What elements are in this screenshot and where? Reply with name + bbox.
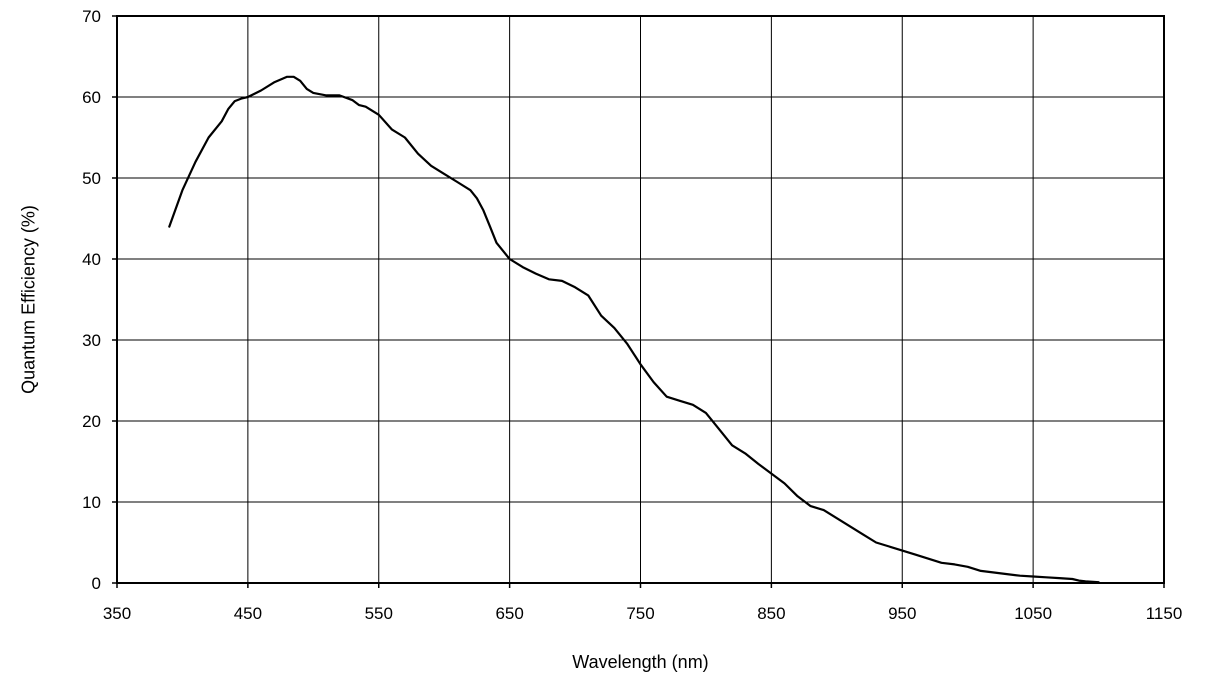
series-layer — [168, 75, 1100, 584]
y-tick-label: 70 — [82, 7, 101, 26]
y-tick-label: 60 — [82, 88, 101, 107]
x-tick-label: 1050 — [1014, 604, 1052, 623]
x-tick-label: 450 — [234, 604, 262, 623]
x-axis-ticks: 350 450 550 650 750 850 950 1050 1150 — [103, 583, 1182, 623]
y-tick-label: 40 — [82, 250, 101, 269]
y-tick-label: 10 — [82, 493, 101, 512]
series-line-0 — [168, 75, 1100, 584]
x-tick-label: 950 — [888, 604, 916, 623]
y-tick-label: 50 — [82, 169, 101, 188]
y-axis-ticks: 0 10 20 30 40 50 60 70 — [82, 7, 117, 593]
x-tick-label: 850 — [757, 604, 785, 623]
x-tick-label: 550 — [365, 604, 393, 623]
x-tick-label: 750 — [626, 604, 654, 623]
y-tick-label: 30 — [82, 331, 101, 350]
x-axis-title: Wavelength (nm) — [572, 652, 708, 672]
x-tick-label: 1150 — [1146, 604, 1183, 623]
y-tick-label: 20 — [82, 412, 101, 431]
x-tick-label: 350 — [103, 604, 131, 623]
y-tick-label: 0 — [92, 574, 101, 593]
y-axis-title: Quantum Efficiency (%) — [18, 205, 38, 394]
grid-layer — [116, 15, 1165, 584]
x-tick-label: 650 — [495, 604, 523, 623]
